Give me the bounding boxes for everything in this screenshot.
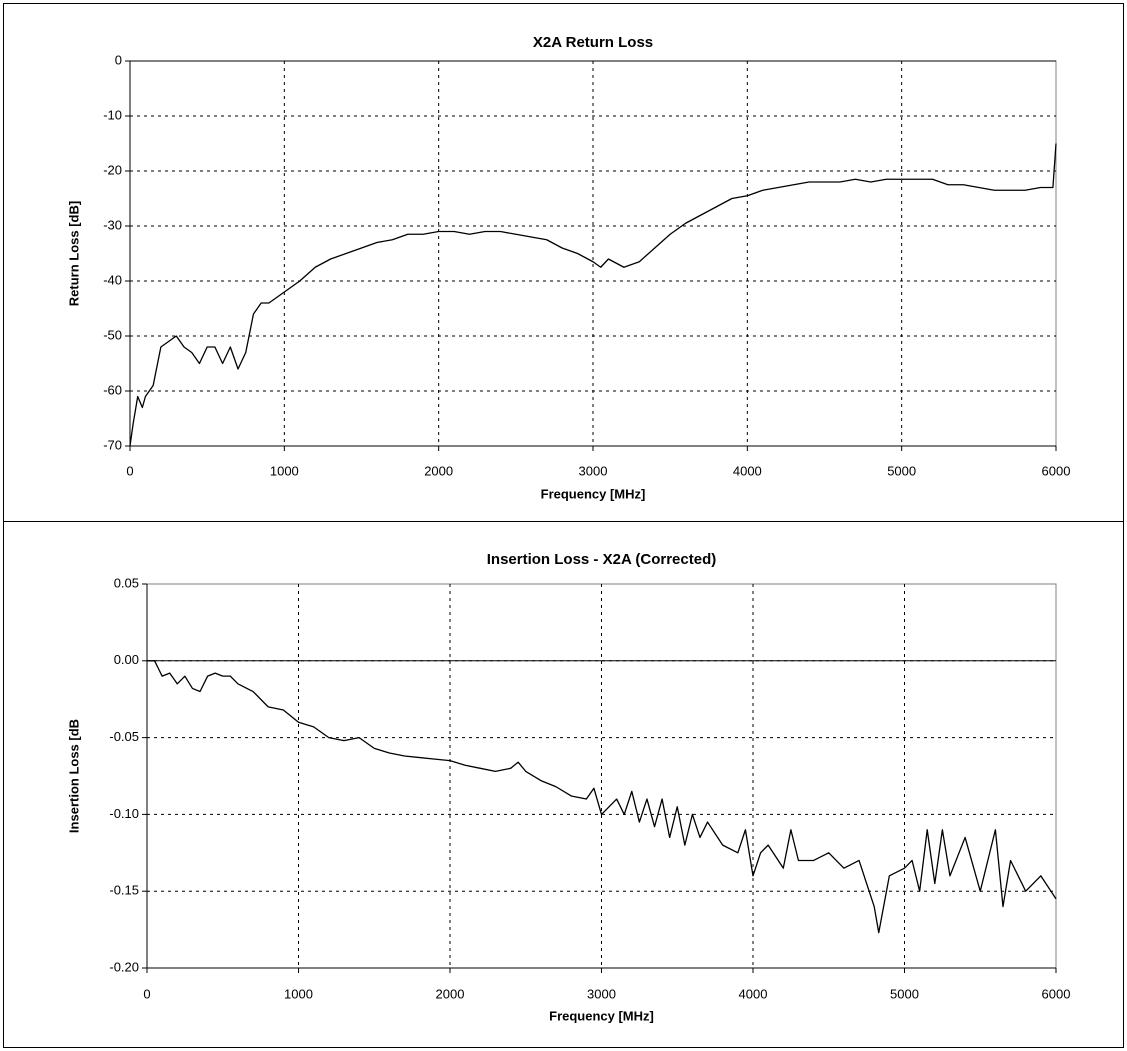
data-line [129,143,1057,447]
chart-title: Insertion Loss - X2A (Corrected) [487,551,716,568]
y-tick-label: -20 [103,162,122,177]
x-tick-label: 6000 [1042,986,1071,1001]
x-tick-label: 5000 [890,986,919,1001]
y-tick-label: -30 [103,217,122,232]
y-tick-label: 0.05 [114,575,139,590]
x-tick-label: 5000 [887,463,916,478]
y-tick-label: -0.10 [109,806,139,821]
y-tick-label: -0.05 [109,729,139,744]
x-tick-label: 4000 [739,986,768,1001]
x-tick-label: 2000 [436,986,465,1001]
y-tick-label: -0.15 [109,883,139,898]
data-line [147,660,1057,934]
y-tick-label: -0.20 [109,959,139,974]
y-axis-title: Return Loss [dB] [66,201,81,306]
x-tick-label: 0 [143,986,150,1001]
y-tick-label: -10 [103,107,122,122]
y-tick-label: -50 [103,327,122,342]
x-tick-label: 0 [126,463,133,478]
x-tick-label: 3000 [587,986,616,1001]
y-tick-label: 0 [115,52,122,67]
y-tick-label: 0.00 [114,652,139,667]
y-axis-title: Insertion Loss [dB [66,719,81,833]
y-tick-label: -70 [103,437,122,452]
x-tick-label: 6000 [1042,463,1071,478]
x-tick-label: 2000 [424,463,453,478]
chart-title: X2A Return Loss [533,34,653,51]
y-tick-label: -40 [103,272,122,287]
x-tick-label: 1000 [270,463,299,478]
x-tick-label: 4000 [733,463,762,478]
x-axis-title: Frequency [MHz] [549,1008,654,1023]
y-tick-label: -60 [103,382,122,397]
x-tick-label: 1000 [284,986,313,1001]
x-tick-label: 3000 [579,463,608,478]
x-axis-title: Frequency [MHz] [541,486,646,501]
